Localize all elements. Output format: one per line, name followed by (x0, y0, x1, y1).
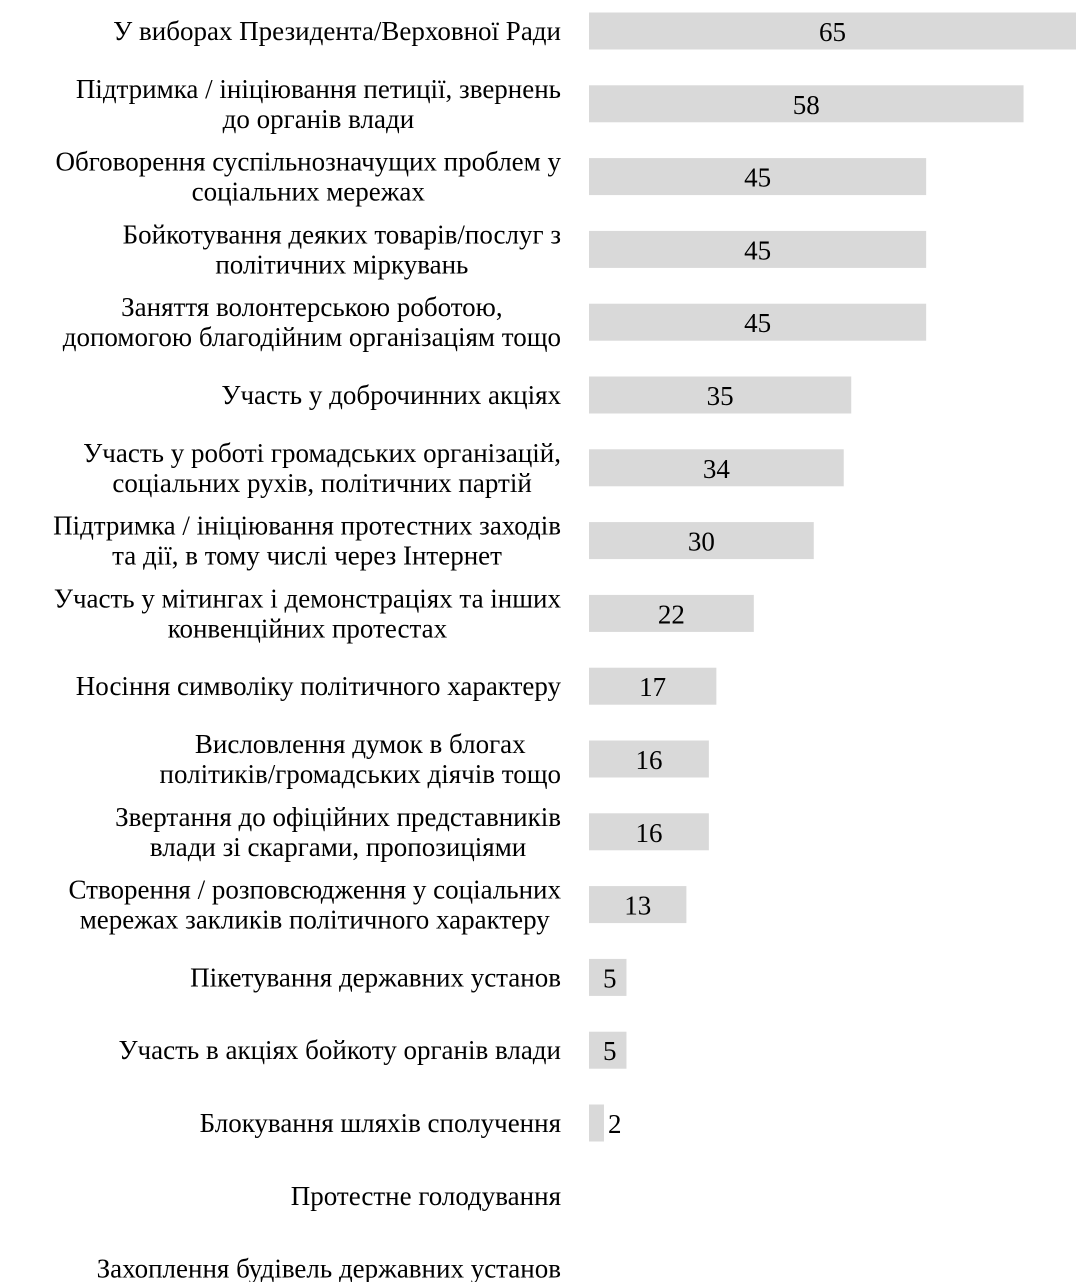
category-label-line: конвенційних протестах (168, 613, 448, 643)
bar (589, 303, 927, 341)
data-label: 13 (624, 891, 651, 921)
category-label: Підтримка / ініціювання петиції, звернен… (76, 74, 561, 134)
bar (589, 813, 709, 851)
category-label-line: Заняття волонтерською роботою, (121, 292, 502, 322)
category-label: Блокування шляхів сполучення (200, 1108, 561, 1138)
category-label-line: та дії, в тому числі через Інтернет (112, 541, 502, 571)
data-label: 65 (819, 17, 846, 47)
category-label: Звертання до офіційних представників влад… (115, 802, 561, 862)
category-label: У виборах Президента/Верховної Ради (113, 16, 561, 46)
category-label-line: Участь у роботі громадських організацій, (83, 438, 561, 468)
category-label: Бойкотування деяких товарів/послуг з полі… (123, 219, 561, 279)
data-label: 2 (608, 1109, 622, 1139)
bar (589, 594, 754, 632)
data-label: 30 (688, 527, 715, 557)
data-label: 5 (603, 963, 617, 993)
category-label-line: Обговорення суспільнозначущих проблем у (56, 147, 562, 177)
category-label: Підтримка / ініціювання протестних заход… (53, 511, 561, 571)
data-label: 5 (603, 1036, 617, 1066)
bar (589, 667, 717, 705)
bar (589, 85, 1024, 123)
bar (589, 886, 687, 924)
category-label: Участь у доброчинних акціях (221, 380, 561, 410)
category-label-line: Захоплення будівель державних установ (97, 1254, 561, 1282)
category-label: Участь в акціях бойкоту органів влади (118, 1035, 561, 1065)
category-label-line: Участь у доброчинних акціях (221, 380, 561, 410)
category-label: Заняття волонтерською роботою, допомогою … (63, 292, 561, 352)
category-label-line: Участь в акціях бойкоту органів влади (118, 1035, 561, 1065)
category-label-line: влади зі скаргами, пропозиціями (150, 832, 526, 862)
category-label-line: політиків/громадських діячів тощо (160, 759, 561, 789)
bar (589, 522, 814, 560)
category-label-line: Створення / розповсюдження у соціальних (69, 875, 562, 905)
category-label: Протестне голодування (291, 1181, 561, 1211)
category-label: Участь у роботі громадських організацій,… (83, 438, 561, 498)
category-label-line: Протестне голодування (291, 1181, 561, 1211)
bar (589, 230, 927, 268)
category-label-line: Підтримка / ініціювання петиції, звернен… (76, 74, 561, 104)
category-label: Пікетування державних установ (190, 962, 561, 992)
data-label: 17 (639, 672, 666, 702)
category-label-line: У виборах Президента/Верховної Ради (113, 16, 561, 46)
data-label: 34 (703, 454, 731, 484)
bar (589, 449, 844, 487)
data-label: 58 (793, 90, 820, 120)
bar (589, 740, 709, 778)
bar (589, 12, 1076, 50)
category-label: Висловлення думок в блогах політиків/гром… (160, 729, 561, 789)
category-label: Створення / розповсюдження у соціальних м… (69, 875, 562, 935)
data-label: 22 (658, 599, 685, 629)
category-label-line: Звертання до офіційних представників (115, 802, 561, 832)
bar (589, 1031, 627, 1069)
category-label-line: Висловлення думок в блогах (195, 729, 526, 759)
category-label-line: допомогою благодійним організаціям тощо (63, 322, 561, 352)
category-label-line: соціальних мережах (192, 177, 426, 207)
category-label-line: соціальних рухів, політичних партій (112, 468, 531, 498)
category-label-line: політичних міркувань (215, 249, 468, 279)
data-label: 45 (744, 308, 771, 338)
bar (589, 376, 852, 414)
category-label: Участь у мітингах і демонстраціях та інш… (54, 583, 562, 643)
category-label-line: Участь у мітингах і демонстраціях та інш… (54, 583, 562, 613)
category-label-line: мережах закликів політичного характеру (80, 905, 551, 935)
data-label: 16 (635, 745, 662, 775)
bar (589, 158, 927, 196)
category-label-line: Блокування шляхів сполучення (200, 1108, 561, 1138)
category-label-line: до органів влади (223, 104, 415, 134)
category-label-line: Пікетування державних установ (190, 962, 561, 992)
bar (589, 1104, 604, 1142)
category-label-line: Носіння символіку політичного характеру (76, 671, 562, 701)
category-label: Захоплення будівель державних установ (97, 1254, 561, 1282)
category-label-line: Бойкотування деяких товарів/послуг з (123, 219, 561, 249)
bar (589, 958, 627, 996)
category-label-line: Підтримка / ініціювання протестних заход… (53, 511, 561, 541)
data-label: 45 (744, 163, 771, 193)
data-label: 45 (744, 235, 771, 265)
data-label: 16 (635, 818, 662, 848)
category-label: Носіння символіку політичного характеру (76, 671, 562, 701)
data-label: 35 (707, 381, 734, 411)
